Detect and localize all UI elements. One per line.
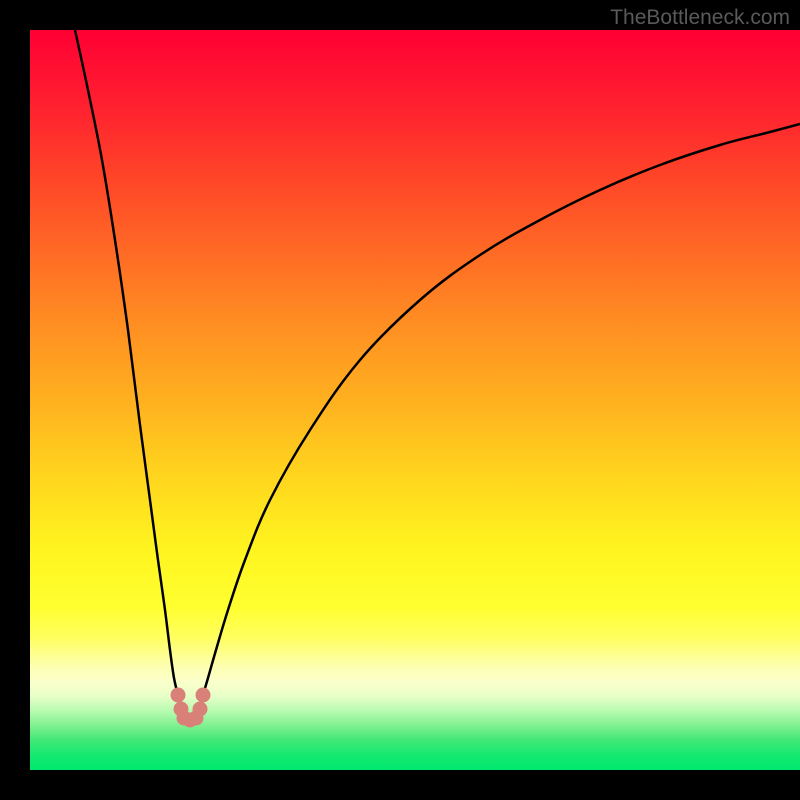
marker-point <box>196 688 210 702</box>
chart-container: TheBottleneck.com <box>0 0 800 800</box>
marker-point <box>193 702 207 716</box>
curve-right-branch <box>203 124 800 695</box>
curve-left-branch <box>75 30 178 695</box>
marker-point <box>171 688 185 702</box>
curve-overlay <box>30 30 800 770</box>
minimum-markers <box>171 688 210 727</box>
plot-area <box>30 30 800 770</box>
watermark-text: TheBottleneck.com <box>610 6 790 30</box>
